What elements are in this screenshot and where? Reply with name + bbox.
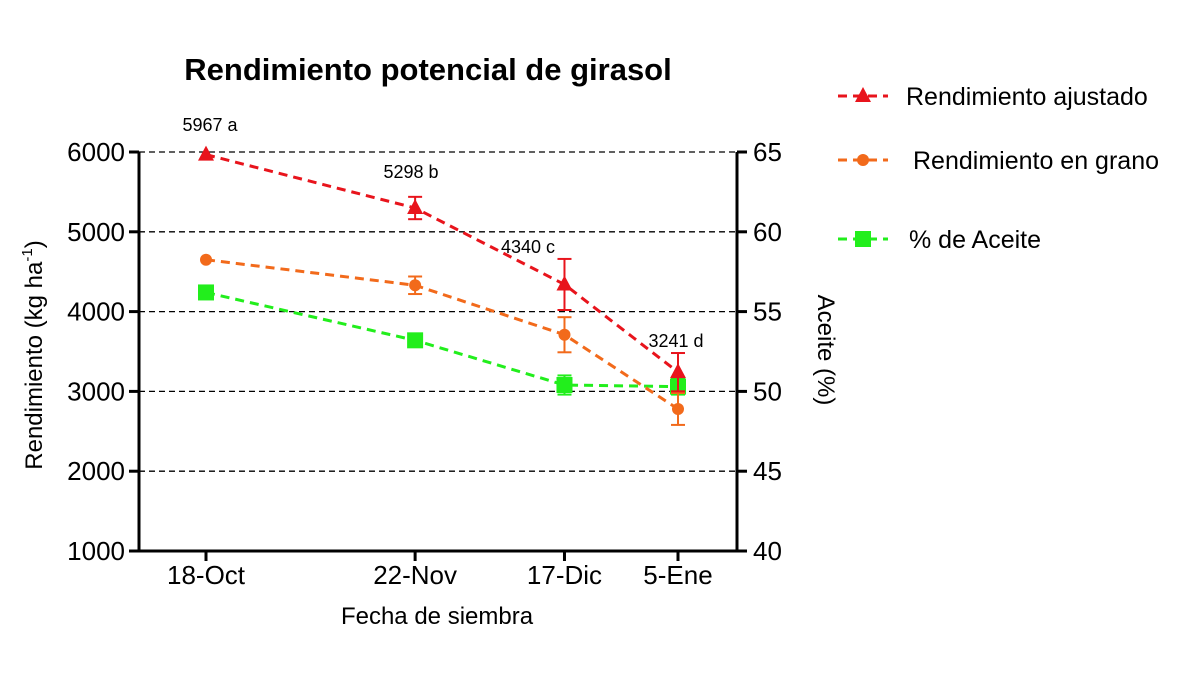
y-axis-title-sup: -1 <box>19 248 36 261</box>
legend-marker <box>857 154 869 166</box>
y2-tick-label: 60 <box>753 217 782 247</box>
legend-item-1: Rendimiento en grano <box>838 147 1159 175</box>
data-point <box>670 363 686 379</box>
series-2 <box>198 284 686 396</box>
grid-lines <box>139 151 737 472</box>
data-point <box>556 377 573 394</box>
legend-marker <box>855 231 871 247</box>
legend-item-2: % de Aceite <box>838 226 1041 254</box>
legend: Rendimiento ajustado Rendimiento en grano… <box>838 83 1159 254</box>
data-point <box>200 253 212 266</box>
x-axis-ticks: 18-Oct 22-Nov 17-Dic 5-Ene <box>167 551 713 590</box>
data-point <box>198 145 214 161</box>
y2-tick-label: 50 <box>753 376 782 406</box>
y-axis-title: Rendimiento (kg ha-1) <box>19 240 48 469</box>
legend-label: % de Aceite <box>909 226 1041 254</box>
y-axis-title-main: Rendimiento (kg ha <box>21 261 48 470</box>
axes <box>137 152 739 553</box>
x-tick-label: 5-Ene <box>643 560 712 590</box>
x-tick-label: 18-Oct <box>167 560 246 590</box>
chart-title: Rendimiento potencial de girasol <box>184 52 671 87</box>
y2-axis-title: Aceite (%) <box>812 295 839 406</box>
series-0 <box>198 145 686 393</box>
series-line <box>205 153 679 374</box>
data-point <box>558 328 571 341</box>
data-label: 5298 b <box>383 162 438 182</box>
y-tick-label: 6000 <box>67 137 125 167</box>
data-point <box>672 402 684 415</box>
x-axis-title: Fecha de siembra <box>341 603 534 630</box>
legend-label: Rendimiento ajustado <box>906 83 1148 111</box>
data-label: 5967 a <box>182 115 238 135</box>
series-group: 5967 a 5298 b 4340 c 3241 d <box>182 115 704 426</box>
data-point <box>556 275 573 291</box>
y-axis-title-close: ) <box>21 240 48 248</box>
legend-marker <box>855 87 871 102</box>
y2-tick-label: 45 <box>753 456 782 486</box>
y-tick-label: 3000 <box>67 376 125 406</box>
y2-tick-label: 65 <box>753 137 782 167</box>
y-tick-label: 1000 <box>67 536 125 566</box>
y2-axis-ticks: 40 45 50 55 60 65 <box>737 137 782 566</box>
data-point <box>198 284 214 301</box>
data-label: 3241 d <box>648 331 703 351</box>
series-1 <box>200 253 685 426</box>
series-line <box>205 290 679 389</box>
x-tick-label: 22-Nov <box>373 560 457 590</box>
series-line <box>205 258 679 411</box>
data-label: 4340 c <box>501 237 555 257</box>
x-tick-label: 17-Dic <box>527 560 602 590</box>
legend-label: Rendimiento en grano <box>913 147 1159 175</box>
y-axis-ticks: 1000 2000 3000 4000 5000 6000 <box>67 137 139 566</box>
y-tick-label: 4000 <box>67 297 125 327</box>
y2-tick-label: 40 <box>753 536 782 566</box>
y-tick-label: 5000 <box>67 217 125 247</box>
data-point <box>409 279 422 292</box>
y2-tick-label: 55 <box>753 297 782 327</box>
legend-item-0: Rendimiento ajustado <box>838 83 1148 111</box>
y-tick-label: 2000 <box>67 456 125 486</box>
data-point <box>407 199 424 215</box>
data-point <box>407 332 424 349</box>
